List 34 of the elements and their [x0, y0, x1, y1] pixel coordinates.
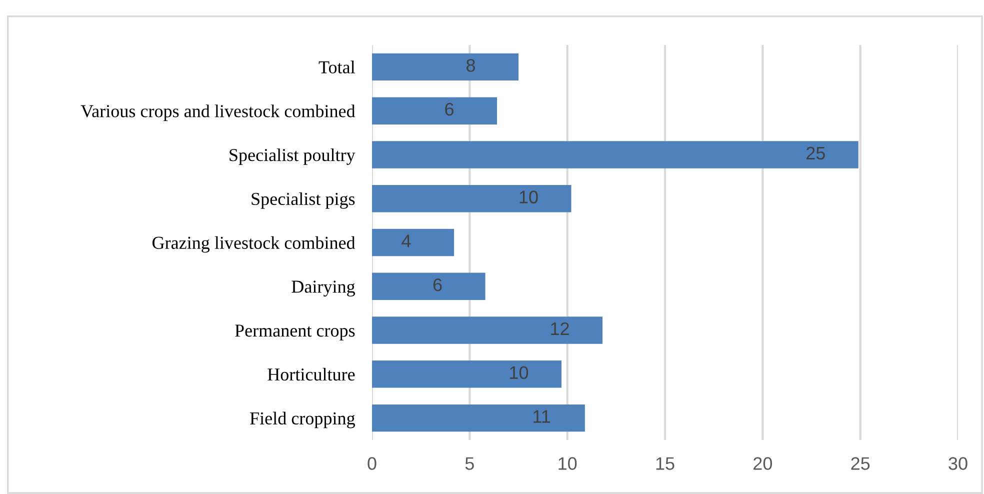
x-tick-label: 25 — [851, 457, 870, 470]
bar — [372, 53, 518, 81]
x-tick-label: 5 — [465, 457, 474, 470]
y-tick-label: Total — [318, 60, 355, 74]
bar — [372, 272, 486, 300]
y-tick-label: Various crops and livestock combined — [80, 104, 356, 121]
x-tick-label: 0 — [368, 457, 376, 470]
data-label: 10 — [510, 366, 528, 380]
data-label: 11 — [534, 410, 550, 423]
bar — [372, 97, 498, 124]
bar — [372, 185, 572, 212]
bar — [372, 316, 602, 344]
x-tick-label: 15 — [656, 457, 674, 470]
y-tick-label: Grazing livestock combined — [152, 236, 356, 253]
bar — [372, 360, 562, 388]
data-label: 12 — [551, 322, 569, 335]
data-label: 25 — [806, 146, 825, 160]
bar — [372, 141, 858, 168]
data-label: 8 — [466, 59, 475, 72]
x-tick-label: 30 — [948, 457, 968, 470]
data-label: 4 — [402, 234, 411, 248]
y-tick-label: Specialist poultry — [230, 148, 356, 165]
y-tick-label: Dairying — [292, 280, 355, 297]
y-tick-label: Horticulture — [268, 368, 355, 381]
bar — [372, 228, 454, 256]
x-tick-label: 10 — [558, 457, 577, 470]
data-label: 10 — [520, 190, 538, 204]
y-tick-label: Permanent crops — [235, 324, 355, 340]
x-tick-label: 20 — [754, 457, 772, 470]
y-tick-label: Field cropping — [250, 412, 355, 428]
bar — [372, 404, 585, 432]
data-label: 6 — [433, 278, 442, 292]
data-label: 6 — [445, 102, 454, 116]
y-tick-label: Specialist pigs — [252, 192, 355, 209]
